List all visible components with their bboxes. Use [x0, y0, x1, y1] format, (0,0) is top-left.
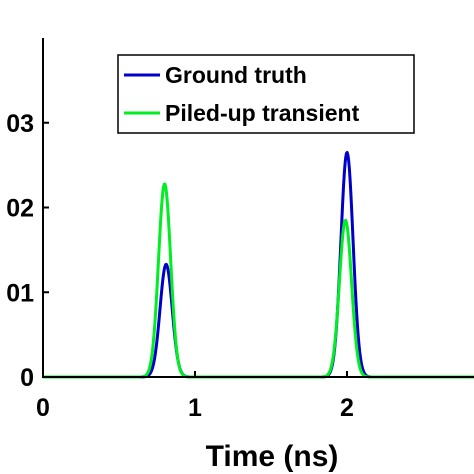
legend-label-piled-up-transient: Piled-up transient: [165, 100, 360, 126]
series-line-ground-truth: [42, 150, 474, 379]
y-tick-label: 02: [6, 195, 34, 223]
legend: Ground truth Piled-up transient: [117, 54, 415, 134]
legend-box: [117, 54, 415, 134]
series-layer: [42, 150, 474, 379]
y-tick-label: 01: [6, 279, 34, 307]
x-tick-label: 2: [340, 394, 354, 422]
x-tick-label: 1: [188, 394, 202, 422]
x-axis-title: Time (ns): [206, 440, 339, 473]
series-line-piled-up-transient: [42, 182, 474, 379]
y-tick-label: 03: [6, 110, 34, 138]
x-tick-label: 0: [36, 394, 50, 422]
y-tick-label: 0: [20, 364, 34, 392]
legend-label-ground-truth: Ground truth: [165, 62, 307, 88]
